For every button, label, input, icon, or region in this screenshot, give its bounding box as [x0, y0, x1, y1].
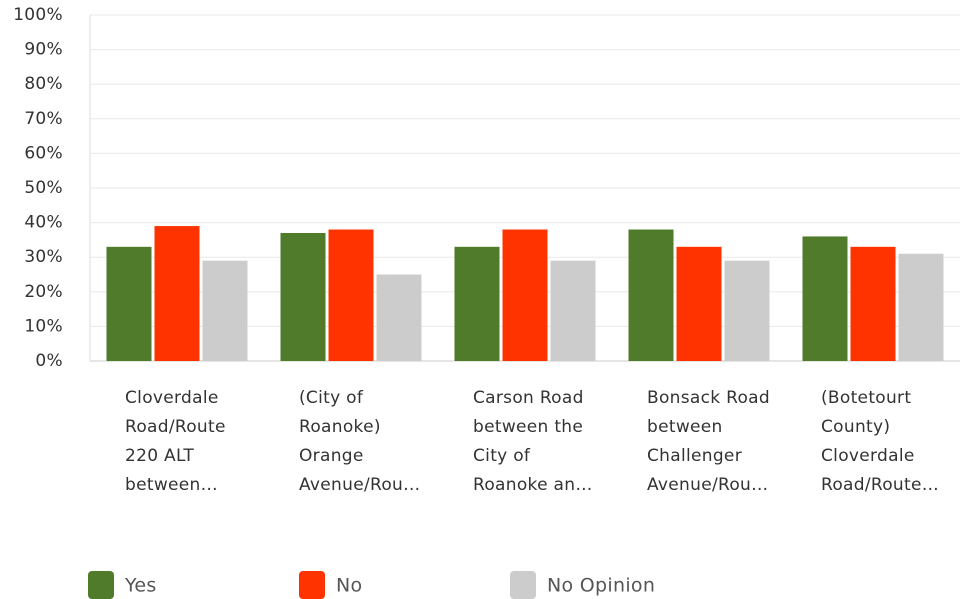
- legend-swatch: [299, 571, 325, 599]
- y-tick-label: 70%: [24, 109, 63, 129]
- y-tick-label: 90%: [24, 40, 63, 60]
- legend-label: Yes: [124, 575, 157, 597]
- bar: [550, 260, 596, 361]
- bar: [106, 246, 152, 361]
- legend-label: No: [336, 575, 362, 597]
- bar: [154, 226, 200, 361]
- y-tick-label: 50%: [24, 178, 63, 198]
- bar: [454, 246, 500, 361]
- y-tick-label: 100%: [13, 5, 63, 25]
- bar: [202, 260, 248, 361]
- y-tick-label: 80%: [24, 74, 63, 94]
- y-tick-label: 60%: [24, 143, 63, 163]
- bar: [802, 236, 848, 361]
- y-tick-label: 40%: [24, 213, 63, 233]
- bar: [628, 229, 674, 361]
- x-tick-label: Bonsack Road between Challenger Avenue/Rou…: [647, 388, 770, 495]
- bar: [676, 246, 722, 361]
- bar: [328, 229, 374, 361]
- y-tick-label: 0%: [35, 351, 63, 371]
- bar: [850, 246, 896, 361]
- y-tick-label: 20%: [24, 282, 63, 302]
- bar: [280, 232, 326, 361]
- bar: [898, 253, 944, 361]
- x-tick-label: (City of Roanoke) Orange Avenue/Rou…: [299, 388, 420, 495]
- legend: Yes No No Opinion: [88, 571, 655, 599]
- x-tick-label: Cloverdale Road/Route 220 ALT between…: [125, 388, 226, 495]
- legend-swatch: [88, 571, 114, 599]
- y-tick-label: 10%: [24, 316, 63, 336]
- x-tick-label: (Botetourt County) Cloverdale Road/Route…: [821, 388, 939, 495]
- bar: [376, 274, 422, 361]
- legend-label: No Opinion: [547, 575, 655, 597]
- legend-swatch: [510, 571, 536, 599]
- y-tick-label: 30%: [24, 247, 63, 267]
- bar: [502, 229, 548, 361]
- bar: [724, 260, 770, 361]
- x-tick-label: Carson Road between the City of Roanoke an…: [473, 388, 593, 495]
